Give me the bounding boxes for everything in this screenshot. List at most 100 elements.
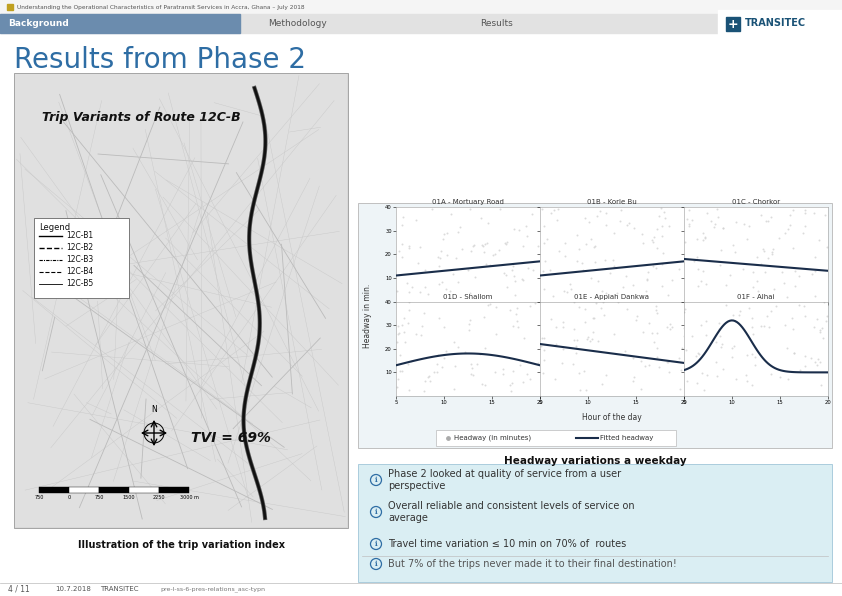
- Point: [464, 359, 477, 368]
- Point: [479, 259, 493, 269]
- Point: [704, 217, 717, 226]
- Point: [580, 334, 594, 344]
- Point: [557, 287, 571, 296]
- Text: pre-l-ss-6-pres-relations_asc-typn: pre-l-ss-6-pres-relations_asc-typn: [160, 586, 265, 592]
- Point: [445, 269, 459, 279]
- Point: [506, 262, 520, 271]
- Text: Hour of the day: Hour of the day: [582, 414, 642, 423]
- Point: [430, 368, 444, 377]
- Point: [723, 270, 737, 280]
- Point: [716, 223, 729, 232]
- Point: [508, 272, 521, 281]
- Point: [737, 219, 750, 229]
- Title: 01C - Chorkor: 01C - Chorkor: [732, 199, 780, 205]
- Point: [434, 247, 448, 256]
- Text: TRANSITEC: TRANSITEC: [745, 18, 806, 29]
- Point: [746, 267, 759, 277]
- Point: [390, 383, 403, 392]
- Point: [595, 379, 609, 389]
- Point: [786, 313, 799, 323]
- Point: [808, 253, 822, 262]
- Text: 2250: 2250: [152, 495, 165, 500]
- Point: [498, 270, 512, 280]
- Point: [789, 266, 802, 276]
- Point: [786, 324, 800, 334]
- Point: [649, 301, 663, 311]
- Bar: [159, 487, 189, 493]
- Point: [452, 228, 466, 237]
- Point: [557, 317, 570, 327]
- Point: [650, 224, 663, 234]
- Point: [504, 386, 518, 396]
- Point: [536, 204, 549, 214]
- Point: [808, 291, 822, 301]
- Point: [622, 218, 636, 228]
- Point: [398, 337, 412, 346]
- Text: ℹ: ℹ: [375, 541, 377, 547]
- Point: [571, 335, 584, 344]
- Point: [590, 212, 604, 221]
- Point: [781, 225, 795, 234]
- Point: [814, 380, 828, 390]
- Point: [719, 280, 733, 290]
- Point: [493, 204, 507, 214]
- Text: 0: 0: [67, 495, 71, 500]
- Point: [568, 324, 581, 334]
- Point: [436, 363, 450, 372]
- Point: [578, 213, 591, 222]
- Point: [758, 246, 771, 256]
- Point: [690, 252, 703, 262]
- Point: [687, 256, 701, 266]
- Point: [804, 353, 818, 363]
- Point: [531, 359, 545, 368]
- Point: [445, 209, 458, 219]
- Point: [500, 238, 514, 247]
- Point: [483, 299, 497, 308]
- Point: [709, 357, 722, 367]
- Point: [626, 353, 640, 363]
- Point: [810, 314, 823, 324]
- Text: Headway in min.: Headway in min.: [364, 283, 372, 347]
- Text: Legend: Legend: [39, 223, 70, 232]
- Point: [620, 304, 633, 313]
- Point: [560, 287, 573, 296]
- Point: [578, 317, 592, 327]
- Point: [418, 308, 431, 318]
- Point: [699, 279, 712, 288]
- Point: [813, 325, 827, 335]
- Point: [677, 323, 690, 333]
- Text: ℹ: ℹ: [375, 509, 377, 515]
- Point: [465, 369, 478, 378]
- Point: [589, 257, 602, 267]
- Bar: [129, 487, 159, 493]
- Point: [742, 303, 755, 313]
- Point: [690, 378, 703, 387]
- Point: [653, 362, 666, 372]
- Point: [422, 371, 435, 381]
- Point: [819, 316, 833, 325]
- Point: [696, 228, 710, 237]
- Point: [673, 353, 686, 362]
- Title: 01D - Shallom: 01D - Shallom: [443, 294, 493, 300]
- Point: [427, 367, 440, 377]
- Point: [603, 268, 616, 278]
- Point: [712, 318, 726, 328]
- Point: [677, 331, 690, 341]
- Point: [570, 256, 584, 266]
- Point: [781, 343, 794, 353]
- Point: [642, 318, 655, 328]
- Point: [783, 221, 797, 230]
- Point: [630, 312, 643, 321]
- Point: [573, 303, 586, 312]
- Point: [711, 371, 724, 380]
- Point: [418, 386, 431, 396]
- Point: [673, 265, 686, 274]
- Point: [793, 366, 807, 375]
- Bar: [39, 487, 69, 493]
- Text: Results from Phase 2: Results from Phase 2: [14, 46, 306, 74]
- Point: [717, 224, 730, 233]
- Point: [649, 263, 663, 273]
- Point: [821, 311, 834, 321]
- Point: [661, 322, 674, 331]
- Point: [421, 372, 434, 382]
